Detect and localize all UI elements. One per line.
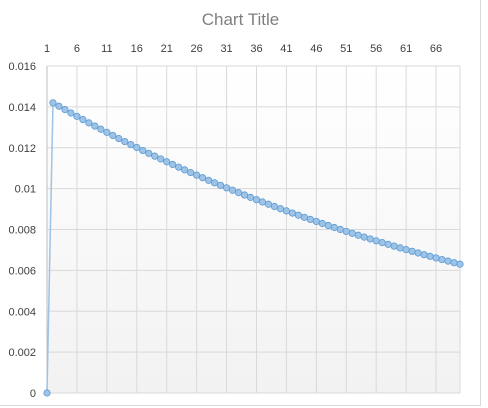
data-point [139,146,147,155]
data-point [354,231,362,239]
data-point [276,205,285,213]
y-tick-label: 0.01 [15,184,36,196]
data-point [67,109,75,117]
data-point [390,242,398,250]
x-tick-label: 61 [400,43,412,55]
data-point [85,119,93,127]
data-point [396,244,404,252]
data-point [109,131,117,140]
data-point [414,249,422,257]
y-axis-tick-labels: 0 0.002 0.004 0.006 0.008 0.01 0.012 0.014 0.016 [8,61,36,400]
data-point [258,198,267,206]
data-point [306,215,314,224]
data-point [312,217,320,226]
data-point [450,259,458,267]
x-tick-label: 41 [280,43,292,55]
data-point [43,389,51,397]
data-point [282,207,291,215]
data-point [103,128,111,136]
data-point [91,122,99,130]
data-point [246,193,255,201]
y-tick-label: 0.014 [8,102,36,114]
data-point [49,99,57,107]
data-point [300,213,308,221]
data-point [151,152,159,160]
data-point [324,221,332,230]
data-point [175,163,183,171]
data-point [205,176,213,184]
data-point [264,200,273,208]
data-point [402,246,410,254]
x-axis-tick-labels: 1 6 11 16 21 26 31 36 41 46 51 56 61 66 [44,43,442,55]
data-point [145,149,153,157]
data-point [216,181,225,189]
data-point [336,225,344,234]
x-tick-label: 46 [310,43,322,55]
data-point [79,116,87,124]
y-tick-label: 0.012 [8,143,36,155]
data-point [294,211,302,219]
gridlines [46,65,461,394]
x-tick-label: 6 [74,43,80,55]
y-tick-label: 0.016 [8,61,36,73]
data-point [240,191,249,199]
x-tick-label: 51 [340,43,352,55]
data-point [55,102,63,110]
data-point [432,254,440,262]
y-tick-label: 0.002 [8,347,36,359]
x-tick-label: 1 [44,43,50,55]
data-point [384,240,392,248]
data-point [121,137,129,146]
chart-title: Chart Title [201,10,280,29]
data-point [372,237,380,245]
data-point [133,143,141,152]
data-point [426,252,434,260]
data-point [199,174,207,182]
data-point [342,227,350,236]
data-point [157,155,165,163]
data-point [97,125,105,133]
x-tick-label: 56 [370,43,382,55]
data-point [234,189,243,197]
y-tick-label: 0.008 [8,225,36,237]
data-point [420,251,428,259]
series-1 [43,99,464,397]
data-point [181,166,189,174]
data-point [330,223,338,232]
data-point [348,229,356,237]
y-tick-label: 0.004 [8,306,36,318]
data-point [115,134,123,143]
data-point [210,179,219,187]
data-point [366,235,374,243]
data-point [408,247,416,255]
x-tick-label: 21 [161,43,173,55]
data-point [438,255,446,264]
x-tick-label: 36 [250,43,262,55]
x-tick-label: 31 [220,43,232,55]
data-point [360,233,368,241]
x-tick-label: 66 [430,43,442,55]
data-point [73,112,81,120]
data-point [456,260,464,268]
x-tick-label: 11 [101,43,112,55]
data-point [444,257,452,265]
x-tick-label: 26 [191,43,203,55]
data-point [228,186,237,194]
data-point [169,160,177,169]
data-point [288,209,297,217]
data-point [127,140,135,149]
data-point [61,106,69,114]
data-point [163,158,171,166]
y-tick-label: 0 [30,388,36,400]
y-tick-label: 0.006 [8,265,36,277]
data-point [193,171,201,179]
x-tick-label: 16 [131,43,143,55]
data-point [187,168,195,177]
data-point [318,219,326,228]
data-point [270,202,279,211]
data-point [378,239,386,247]
data-point [252,196,261,204]
data-point [222,184,231,192]
